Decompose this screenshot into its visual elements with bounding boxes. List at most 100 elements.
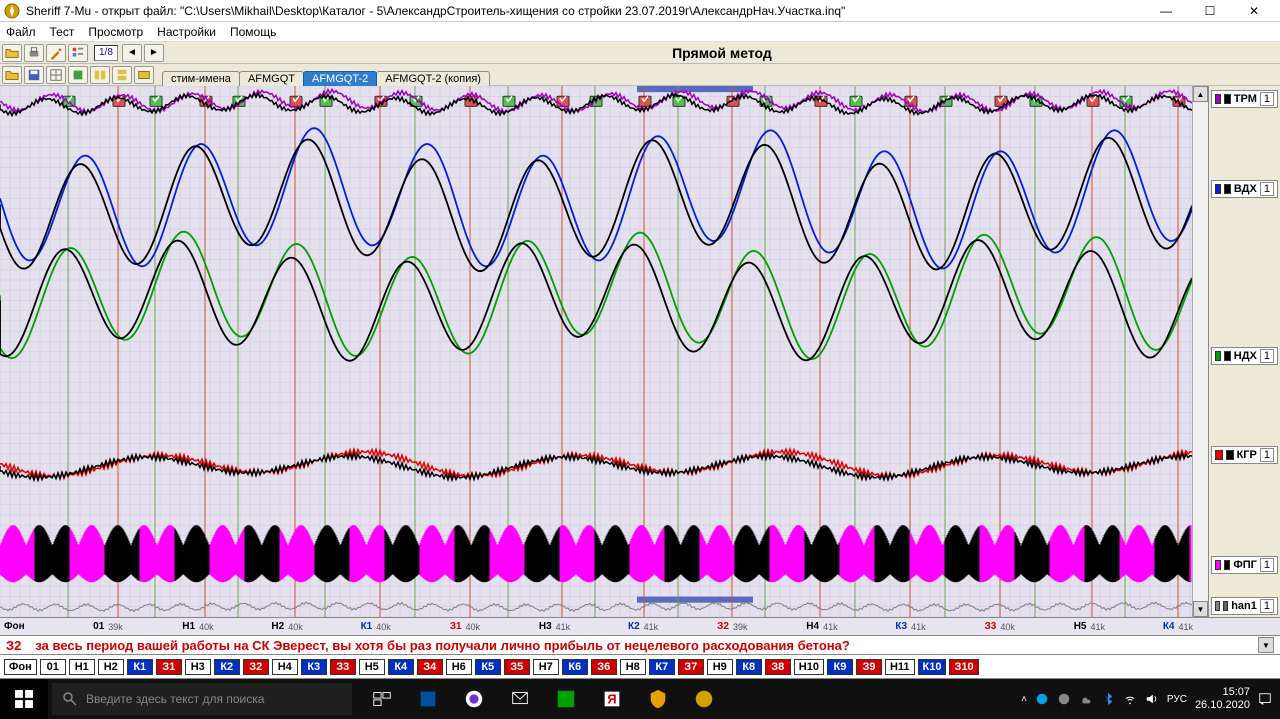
channel-label-НДХ[interactable]: НДХ1 [1211,347,1278,365]
timeline-value: 40k [199,622,214,632]
taskbar-app-4[interactable] [546,679,586,719]
tab-afmgqt[interactable]: AFMGQT [239,71,304,86]
taskbar-app-7[interactable] [684,679,724,719]
marker-button-З6[interactable]: З6 [591,659,617,675]
marker-button-Н3[interactable]: Н3 [185,659,211,675]
marker-button-Н5[interactable]: Н5 [359,659,385,675]
menu-file[interactable]: Файл [6,25,36,39]
open-folder-button-2[interactable] [2,66,22,84]
marker-button-Н6[interactable]: Н6 [446,659,472,675]
marker-button-З5[interactable]: З5 [504,659,530,675]
channel-label-ВДХ[interactable]: ВДХ1 [1211,180,1278,198]
tool-button-2-4[interactable] [68,66,88,84]
marker-button-К10[interactable]: К10 [918,659,947,675]
tray-language[interactable]: РУС [1167,694,1187,705]
tool-button-2-7[interactable] [134,66,154,84]
marker-button-01[interactable]: 01 [40,659,66,675]
tray-wifi-icon[interactable] [1123,692,1137,706]
tray-volume-icon[interactable] [1145,692,1159,706]
scroll-track[interactable] [1193,102,1208,601]
taskbar-app-1[interactable] [408,679,448,719]
channel-color-swatch-2 [1223,601,1228,611]
marker-button-К5[interactable]: К5 [475,659,501,675]
scroll-up-arrow[interactable]: ▲ [1193,86,1208,102]
menu-help[interactable]: Помощь [230,25,276,39]
marker-button-З3[interactable]: З3 [330,659,356,675]
taskbar-app-6[interactable] [638,679,678,719]
channel-number: 1 [1260,182,1274,196]
tray-chevron-up-icon[interactable]: ˄ [1021,694,1027,705]
tray-icon-1[interactable] [1035,692,1049,706]
marker-button-Фон[interactable]: Фон [4,659,37,675]
open-folder-button[interactable] [2,44,22,62]
scroll-down-arrow[interactable]: ▼ [1193,601,1208,617]
start-button[interactable] [0,679,48,719]
marker-button-К2[interactable]: К2 [214,659,240,675]
tab-stim-names[interactable]: стим-имена [162,71,240,86]
maximize-button[interactable]: ☐ [1188,0,1232,22]
tray-onedrive-icon[interactable] [1079,692,1093,706]
marker-button-К4[interactable]: К4 [388,659,414,675]
vertical-scrollbar[interactable]: ▲ ▼ [1192,86,1208,617]
channel-color-swatch [1215,601,1220,611]
tray-icon-2[interactable] [1057,692,1071,706]
next-page-button[interactable]: ► [144,44,164,62]
close-button[interactable]: ✕ [1232,0,1276,22]
marker-button-К1[interactable]: К1 [127,659,153,675]
marker-button-З10[interactable]: З10 [949,659,978,675]
marker-button-Н10[interactable]: Н10 [794,659,824,675]
marker-button-З9[interactable]: З9 [856,659,882,675]
question-dropdown-arrow[interactable]: ▼ [1258,637,1274,653]
marker-button-З1[interactable]: З1 [156,659,182,675]
tool-button-2-6[interactable] [112,66,132,84]
taskbar-app-3[interactable] [500,679,540,719]
channel-label-ТРМ[interactable]: ТРМ1 [1211,90,1278,108]
tool-button-4[interactable] [68,44,88,62]
marker-button-Н8[interactable]: Н8 [620,659,646,675]
marker-button-Н1[interactable]: Н1 [69,659,95,675]
marker-button-Н11[interactable]: Н11 [885,659,915,675]
channel-label-han1[interactable]: han11 [1211,597,1278,615]
marker-button-Н7[interactable]: Н7 [533,659,559,675]
print-button[interactable] [24,44,44,62]
channel-label-КГР[interactable]: КГР1 [1211,446,1278,464]
minimize-button[interactable]: — [1144,0,1188,22]
grid-button[interactable] [46,66,66,84]
timeline-value: 39k [108,622,123,632]
marker-button-З7[interactable]: З7 [678,659,704,675]
taskbar-search[interactable]: Введите здесь текст для поиска [52,683,352,715]
save-button[interactable] [24,66,44,84]
prev-page-button[interactable]: ◄ [122,44,142,62]
marker-button-З2[interactable]: З2 [243,659,269,675]
menu-view[interactable]: Просмотр [88,25,143,39]
marker-button-К7[interactable]: К7 [649,659,675,675]
page-field[interactable]: 1/8 [94,45,118,61]
marker-button-Н4[interactable]: Н4 [272,659,298,675]
taskbar-app-2[interactable] [454,679,494,719]
tray-bluetooth-icon[interactable] [1101,692,1115,706]
channel-label-ФПГ[interactable]: ФПГ1 [1211,556,1278,574]
task-view-icon[interactable] [362,679,402,719]
tab-afmgqt-2-copy[interactable]: AFMGQT-2 (копия) [376,71,490,86]
marker-button-Н9[interactable]: Н9 [707,659,733,675]
polygraph-plot[interactable] [0,86,1192,617]
marker-button-К3[interactable]: К3 [301,659,327,675]
marker-button-З4[interactable]: З4 [417,659,443,675]
tool-button-3[interactable] [46,44,66,62]
marker-button-К8[interactable]: К8 [736,659,762,675]
channel-name: ФПГ [1233,559,1257,571]
marker-button-К9[interactable]: К9 [827,659,853,675]
question-text: за весь период вашей работы на СК Эверес… [35,638,849,653]
tab-afmgqt-2[interactable]: AFMGQT-2 [303,71,377,86]
menu-settings[interactable]: Настройки [157,25,216,39]
marker-button-Н2[interactable]: Н2 [98,659,124,675]
menu-test[interactable]: Тест [50,25,75,39]
tray-clock[interactable]: 15:07 26.10.2020 [1195,686,1250,712]
tray-notifications-icon[interactable] [1258,692,1272,706]
taskbar-app-5[interactable]: Я [592,679,632,719]
timeline-label: К4 [1163,621,1175,632]
marker-button-К6[interactable]: К6 [562,659,588,675]
marker-button-З8[interactable]: З8 [765,659,791,675]
timeline-label: Н3 [539,621,552,632]
tool-button-2-5[interactable] [90,66,110,84]
